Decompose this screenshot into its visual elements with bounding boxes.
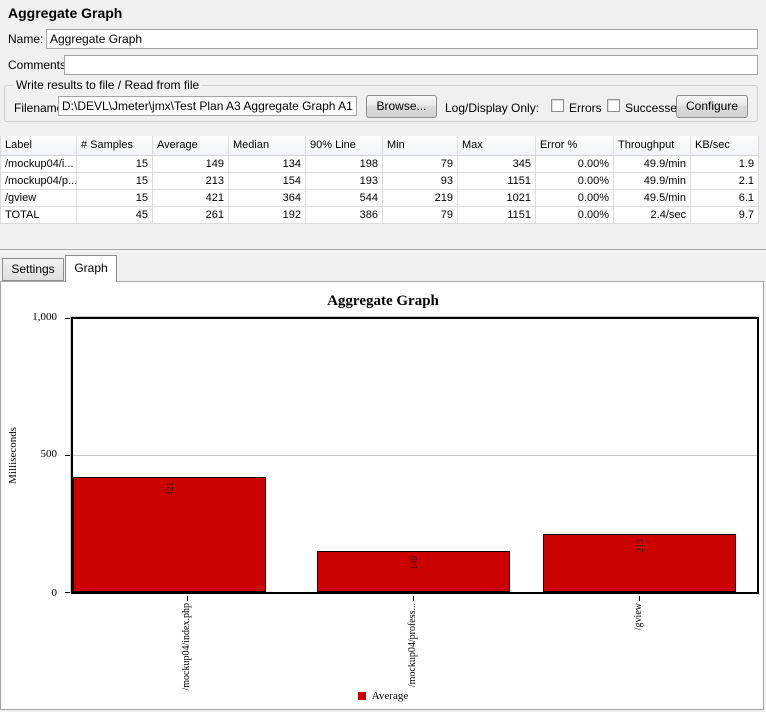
bar-gview: 421: [73, 477, 266, 592]
cell-90line: 193: [305, 172, 383, 190]
page-title: Aggregate Graph: [8, 5, 123, 21]
x-tick-mark: [639, 596, 640, 601]
gridline-500: [73, 455, 757, 456]
cell-samples: 15: [76, 155, 153, 173]
cell-median: 134: [228, 155, 306, 173]
aggregate-table: Label # Samples Average Median 90% Line …: [0, 136, 759, 224]
table-row[interactable]: /gview 15 421 364 544 219 1021 0.00% 49.…: [0, 189, 759, 207]
cell-max: 1151: [457, 172, 536, 190]
column-header-min[interactable]: Min: [382, 136, 458, 156]
cell-average: 261: [152, 206, 229, 224]
y-tick-label-0: 0: [51, 587, 58, 599]
tab-settings[interactable]: Settings: [2, 258, 64, 281]
bar-value-label: 149: [408, 556, 419, 570]
cell-error: 0.00%: [535, 189, 614, 207]
cell-median: 154: [228, 172, 306, 190]
cell-error: 0.00%: [535, 206, 614, 224]
column-header-throughput[interactable]: Throughput: [613, 136, 691, 156]
filename-label: Filename: [14, 101, 64, 115]
cell-max: 1021: [457, 189, 536, 207]
column-header-90line[interactable]: 90% Line: [305, 136, 383, 156]
bar-mockup04-index: 149: [317, 551, 510, 592]
errors-checkbox[interactable]: [551, 99, 564, 112]
cell-90line: 386: [305, 206, 383, 224]
y-tick-mark: [65, 318, 71, 319]
write-results-group-title: Write results to file / Read from file: [16, 78, 200, 92]
comments-label: Comments:: [8, 58, 70, 72]
comments-input[interactable]: [64, 55, 758, 75]
cell-samples: 15: [76, 189, 153, 207]
cell-error: 0.00%: [535, 155, 614, 173]
x-tick-mark: [413, 596, 414, 601]
cell-median: 364: [228, 189, 306, 207]
cell-min: 79: [382, 155, 458, 173]
cell-90line: 198: [305, 155, 383, 173]
cell-median: 192: [228, 206, 306, 224]
log-display-only-label: Log/Display Only:: [445, 101, 540, 115]
x-tick-mark: [187, 596, 188, 601]
table-row-total[interactable]: TOTAL 45 261 192 386 79 1151 0.00% 2.4/s…: [0, 206, 759, 224]
table-row[interactable]: /mockup04/i... 15 149 134 198 79 345 0.0…: [0, 155, 759, 173]
x-category-label: /gview: [633, 603, 644, 631]
graph-panel: Aggregate Graph Milliseconds 1,000 500 0…: [0, 281, 764, 710]
tab-graph[interactable]: Graph: [65, 255, 117, 282]
column-header-error[interactable]: Error %: [535, 136, 614, 156]
column-header-label[interactable]: Label: [0, 136, 77, 156]
cell-label: /gview: [0, 189, 77, 207]
cell-throughput: 49.9/min: [613, 155, 691, 173]
configure-button[interactable]: Configure: [676, 95, 748, 118]
filename-input[interactable]: [58, 96, 357, 116]
cell-label: /mockup04/p...: [0, 172, 77, 190]
column-header-average[interactable]: Average: [152, 136, 229, 156]
cell-label: /mockup04/i...: [0, 155, 77, 173]
column-header-samples[interactable]: # Samples: [76, 136, 153, 156]
bar-value-label: 421: [164, 482, 175, 496]
cell-samples: 15: [76, 172, 153, 190]
y-tick-mark: [65, 455, 71, 456]
cell-90line: 544: [305, 189, 383, 207]
x-category-label: /mockup04/profess...: [407, 603, 418, 688]
bar-value-label: 213: [634, 539, 645, 553]
name-input[interactable]: [46, 29, 758, 49]
cell-kbsec: 2.1: [690, 172, 759, 190]
cell-throughput: 49.5/min: [613, 189, 691, 207]
y-tick-label-1000: 1,000: [32, 311, 57, 323]
name-label: Name:: [8, 32, 44, 46]
errors-checkbox-label: Errors: [569, 101, 602, 115]
cell-label: TOTAL: [0, 206, 77, 224]
y-tick-mark: [65, 592, 71, 593]
browse-button[interactable]: Browse...: [366, 95, 437, 118]
cell-average: 213: [152, 172, 229, 190]
cell-error: 0.00%: [535, 172, 614, 190]
cell-throughput: 2.4/sec: [613, 206, 691, 224]
table-row[interactable]: /mockup04/p... 15 213 154 193 93 1151 0.…: [0, 172, 759, 190]
cell-throughput: 49.9/min: [613, 172, 691, 190]
cell-average: 421: [152, 189, 229, 207]
legend-average-swatch: [357, 692, 366, 700]
split-pane-divider[interactable]: [0, 249, 766, 252]
cell-samples: 45: [76, 206, 153, 224]
y-tick-label-500: 500: [40, 448, 58, 460]
column-header-max[interactable]: Max: [457, 136, 536, 156]
chart-legend: Average: [1, 690, 765, 702]
cell-average: 149: [152, 155, 229, 173]
cell-max: 1151: [457, 206, 536, 224]
successes-checkbox[interactable]: [607, 99, 620, 112]
successes-checkbox-label: Successes: [625, 101, 684, 115]
table-header-row: Label # Samples Average Median 90% Line …: [0, 136, 759, 156]
chart-title: Aggregate Graph: [327, 293, 439, 309]
cell-kbsec: 9.7: [690, 206, 759, 224]
cell-min: 93: [382, 172, 458, 190]
x-category-label: /mockup04/index.php: [181, 603, 192, 691]
legend-average-label: Average: [371, 690, 409, 702]
column-header-kbsec[interactable]: KB/sec: [690, 136, 759, 156]
cell-kbsec: 1.9: [690, 155, 759, 173]
cell-min: 79: [382, 206, 458, 224]
cell-min: 219: [382, 189, 458, 207]
plot-area: 149 213 421: [71, 317, 759, 594]
bar-mockup04-profess: 213: [543, 534, 736, 592]
column-header-median[interactable]: Median: [228, 136, 306, 156]
cell-max: 345: [457, 155, 536, 173]
cell-kbsec: 6.1: [690, 189, 759, 207]
